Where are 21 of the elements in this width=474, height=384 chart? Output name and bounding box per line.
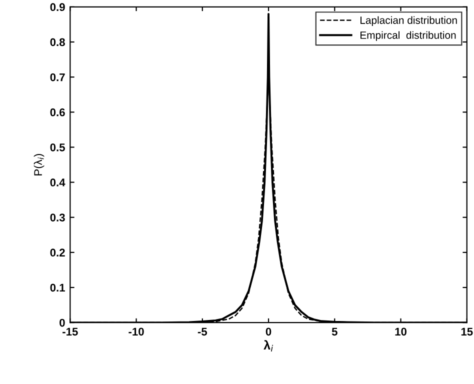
x-tick-label: 0: [266, 328, 272, 336]
y-tick-label: 0.3: [50, 214, 65, 222]
x-axis-title: λ$_{i}$: [264, 340, 274, 352]
y-tick-label: 0.8: [50, 38, 65, 46]
y-tick-label: 0.7: [50, 73, 65, 82]
x-tick-label: -10: [128, 328, 144, 336]
x-tick-label: -15: [62, 328, 78, 336]
y-tick-label: 0.6: [50, 108, 65, 116]
x-tick-label: 10: [395, 328, 406, 336]
legend-label: Empircal distribution: [360, 31, 456, 41]
x-tick-label: 5: [332, 328, 338, 336]
y-tick-label: 0.4: [50, 178, 66, 186]
y-tick-label: 0.2: [50, 248, 65, 257]
y-tick-label: 0.1: [50, 284, 65, 292]
y-tick-label: 0: [60, 318, 65, 327]
legend-label: Laplacian distribution: [360, 16, 457, 26]
x-tick-label: -5: [198, 328, 208, 336]
y-axis-title: P(λ$_{i}$): [34, 154, 44, 176]
x-tick-label: 15: [461, 328, 473, 336]
y-tick-label: 0.9: [50, 3, 65, 12]
y-tick-label: 0.5: [50, 143, 65, 152]
